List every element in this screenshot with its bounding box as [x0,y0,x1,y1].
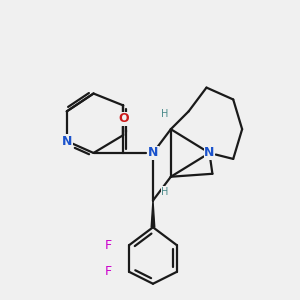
Text: H: H [161,109,169,119]
Text: F: F [105,238,112,252]
Text: N: N [148,146,158,160]
Text: O: O [118,112,129,125]
Text: H: H [161,187,169,196]
Text: N: N [61,135,72,148]
Polygon shape [151,200,155,227]
Text: F: F [105,266,112,278]
Text: N: N [204,146,214,160]
